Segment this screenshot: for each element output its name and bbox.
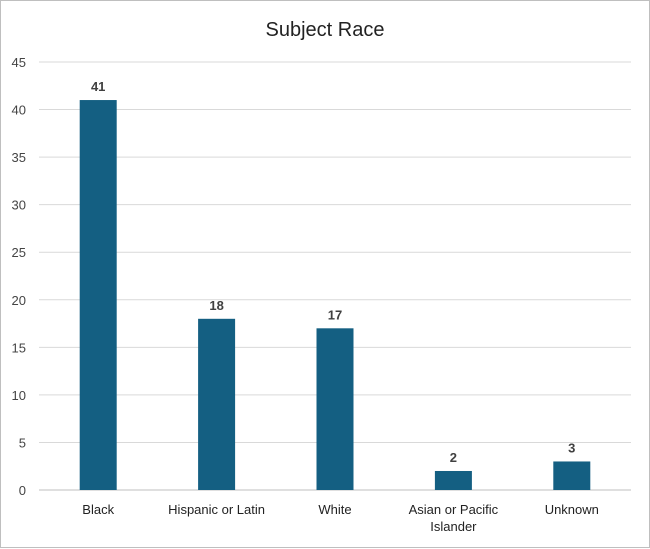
y-tick-label: 40 xyxy=(12,103,26,118)
data-label: 3 xyxy=(568,440,575,455)
bar xyxy=(553,461,591,490)
y-tick-label: 20 xyxy=(12,293,26,308)
y-tick-label: 0 xyxy=(19,483,26,498)
bar xyxy=(434,470,472,490)
data-label: 17 xyxy=(328,307,342,322)
data-label: 41 xyxy=(91,79,105,94)
x-category-label: Black xyxy=(82,502,114,517)
y-tick-label: 30 xyxy=(12,198,26,213)
data-label: 18 xyxy=(209,298,223,313)
y-tick-label: 10 xyxy=(12,388,26,403)
bar xyxy=(316,328,354,490)
y-axis-ticks: 0 5 10 15 20 25 30 35 40 45 xyxy=(12,55,26,498)
y-tick-label: 15 xyxy=(12,340,26,355)
bar xyxy=(198,318,236,490)
chart-title: Subject Race xyxy=(266,19,385,41)
y-tick-label: 45 xyxy=(12,55,26,70)
x-axis-categories: Black Hispanic or Latin White Asian or Paci… xyxy=(82,502,599,534)
y-tick-label: 25 xyxy=(12,245,26,260)
x-category-label: White xyxy=(318,502,351,517)
y-tick-label: 5 xyxy=(19,435,26,450)
gridlines xyxy=(39,61,631,491)
x-category-label: Unknown xyxy=(545,502,599,517)
x-category-label: Islander xyxy=(430,519,477,534)
x-category-label: Hispanic or Latin xyxy=(168,502,265,517)
bar xyxy=(79,100,117,491)
data-labels: 41 18 17 2 3 xyxy=(91,79,575,465)
x-category-label: Asian or Pacific xyxy=(409,502,499,517)
y-tick-label: 35 xyxy=(12,150,26,165)
data-label: 2 xyxy=(450,450,457,465)
bars xyxy=(79,100,591,491)
